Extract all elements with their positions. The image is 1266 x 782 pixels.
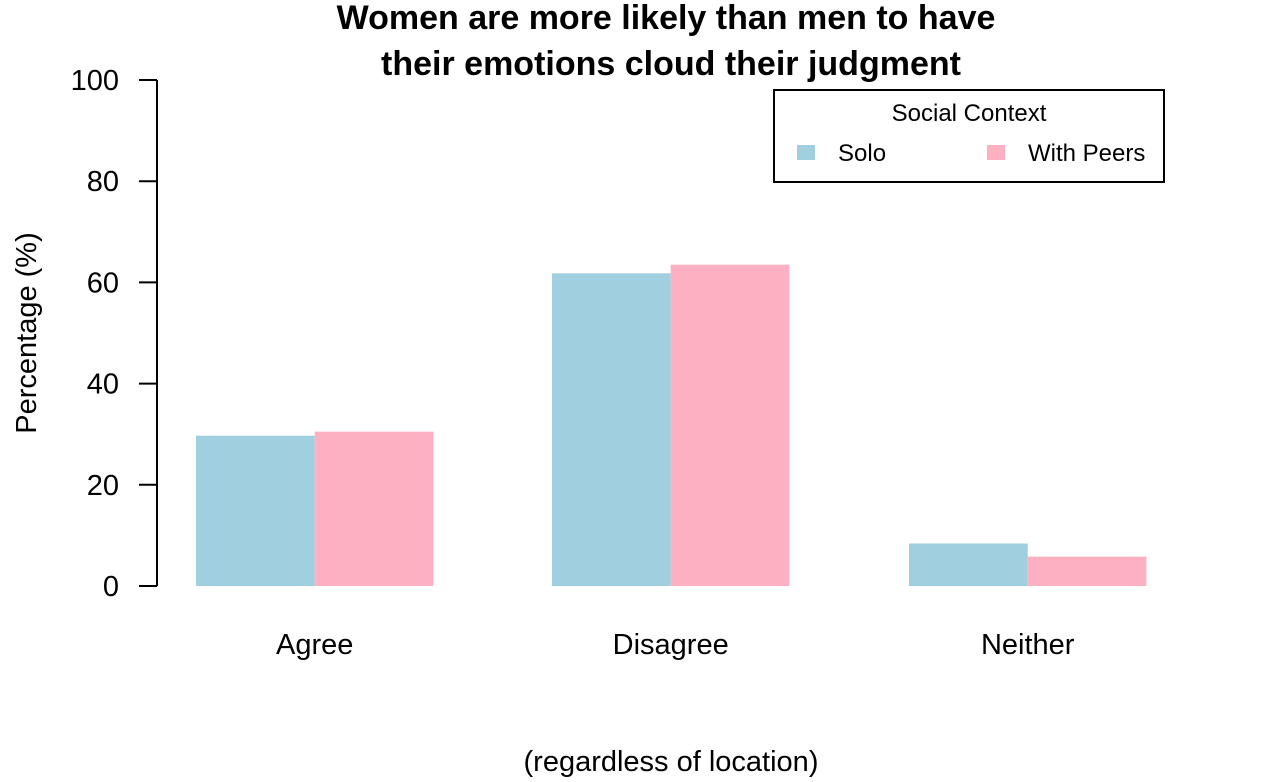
x-category-label: Disagree [613,629,729,661]
legend-label-with-peers: With Peers [1028,140,1145,167]
x-axis-label: (regardless of location) [524,746,819,778]
legend-swatch-with-peers [987,145,1005,160]
bar-disagree-solo [552,273,671,586]
y-axis-label: Percentage (%) [11,232,43,434]
legend: Social Context Solo With Peers [773,89,1165,183]
bar-neither-with-peers [1027,556,1147,586]
bar-agree-with-peers [314,431,434,586]
x-category-label: Neither [981,629,1075,661]
chart-title-line-2: their emotions cloud their judgment [381,45,961,83]
x-axis-category-labels: Agree Disagree Neither [276,629,1075,661]
y-tick-label: 80 [87,166,119,198]
bar-neither-solo [909,543,1028,586]
legend-title: Social Context [892,100,1047,127]
x-category-label: Agree [276,629,353,661]
y-tick-label: 100 [71,65,119,97]
bar-agree-solo [196,435,315,586]
legend-swatch-solo [797,145,815,160]
legend-box [773,89,1165,183]
y-tick-label: 40 [87,369,119,401]
legend-label-solo: Solo [838,140,886,167]
y-tick-label: 0 [103,571,119,603]
y-axis: 0 20 40 60 80 100 [71,65,158,603]
bars [196,264,1147,586]
bar-disagree-with-peers [670,264,790,586]
chart-title-line-1: Women are more likely than men to have [337,0,996,37]
y-tick-label: 60 [87,267,119,299]
y-tick-label: 20 [87,470,119,502]
